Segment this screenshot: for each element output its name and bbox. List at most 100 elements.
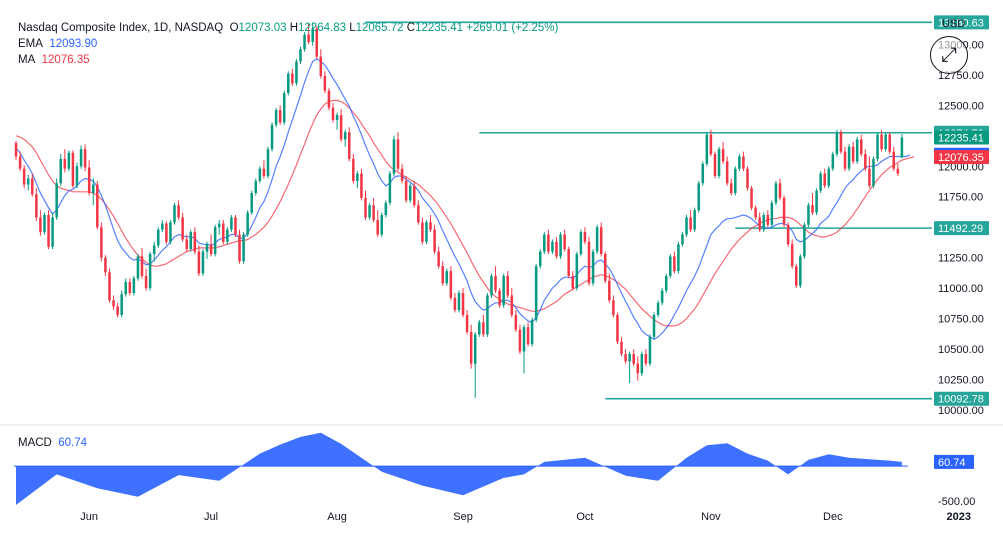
candle-body <box>510 295 514 315</box>
candle-body <box>75 166 79 186</box>
candle-body <box>896 168 900 174</box>
candle-body <box>63 158 67 169</box>
candle-body <box>851 146 855 162</box>
candle-body <box>197 251 201 274</box>
candle-body <box>811 205 814 213</box>
candle-body <box>165 223 168 242</box>
candle-body <box>193 232 197 252</box>
candle-body <box>457 293 461 311</box>
candle-body <box>156 229 160 246</box>
candle-body <box>100 227 103 258</box>
candle-body <box>59 158 62 184</box>
price-tag <box>934 15 989 30</box>
candle-body <box>819 173 822 191</box>
candle-body <box>770 202 774 225</box>
candle-body <box>307 34 310 42</box>
candle-body <box>632 353 635 364</box>
price-tag-label: 12235.41 <box>938 133 984 145</box>
candle-body <box>754 207 757 218</box>
candle-body <box>144 275 148 289</box>
candle-body <box>534 266 538 320</box>
candle-body <box>847 146 851 169</box>
price-tag <box>934 221 989 236</box>
candle-body <box>205 244 209 252</box>
candle-body <box>701 163 705 184</box>
candle-body <box>880 134 883 150</box>
candle-body <box>469 332 473 364</box>
candle-body <box>343 132 347 140</box>
candle-body <box>396 139 400 169</box>
candle-body <box>319 56 323 77</box>
candle-body <box>67 152 71 169</box>
macd-tag <box>934 454 974 469</box>
candle-body <box>445 271 449 284</box>
price-tag-label: 11492.29 <box>938 223 983 235</box>
candle-body <box>417 205 420 223</box>
candle-body <box>18 156 22 169</box>
candle-body <box>538 251 542 267</box>
expand-arrows-icon[interactable]: ⤢ <box>930 36 968 74</box>
candle-body <box>43 215 46 233</box>
candle-body <box>360 173 363 198</box>
candle-body <box>315 28 319 57</box>
candle-body <box>599 227 603 254</box>
candle-body <box>746 168 749 189</box>
candle-body <box>900 137 904 158</box>
candle-body <box>498 290 501 306</box>
candle-body <box>502 275 505 306</box>
candle-body <box>522 327 526 352</box>
candle-body <box>664 275 668 291</box>
ema-row: EMA 12093.90 <box>18 36 558 52</box>
candle-body <box>888 134 891 152</box>
open-label: O <box>229 22 239 34</box>
candle-body <box>421 222 424 242</box>
candle-body <box>116 306 119 315</box>
candle-body <box>624 353 627 362</box>
candle-body <box>230 217 233 230</box>
ma-line <box>15 99 915 327</box>
price-tag <box>934 149 989 164</box>
candle-body <box>181 217 184 240</box>
candle-body <box>677 244 680 272</box>
price-tag-label: 13180.63 <box>938 17 984 29</box>
candle-body <box>238 234 241 262</box>
candle-body <box>595 227 599 252</box>
candle-body <box>644 353 648 364</box>
candle-body <box>339 115 343 140</box>
candle-body <box>884 134 887 150</box>
candle-body <box>392 139 396 174</box>
candle-body <box>71 152 75 186</box>
candle-body <box>209 244 213 254</box>
candle-body <box>843 151 847 169</box>
candle-body <box>608 280 611 301</box>
candle-body <box>721 149 725 162</box>
candle-body <box>140 256 144 276</box>
low-value: 12065.72 <box>355 22 404 34</box>
candle-body <box>104 257 107 273</box>
candle-body <box>762 215 766 230</box>
candle-body <box>803 224 806 257</box>
candle-body <box>429 222 432 230</box>
candle-body <box>368 205 371 218</box>
candle-body <box>79 149 83 167</box>
candle-body <box>705 134 709 164</box>
candle-body <box>270 124 274 150</box>
candle-body <box>14 143 18 157</box>
candle-body <box>689 217 692 230</box>
candle-body <box>372 205 375 220</box>
candle-body <box>530 319 534 345</box>
candle-body <box>246 212 249 235</box>
candle-body <box>587 241 591 284</box>
candle-body <box>47 215 50 247</box>
x-tick-label: Dec <box>823 511 843 523</box>
candle-body <box>274 110 278 125</box>
high-value: 12264.83 <box>298 22 346 34</box>
candle-body <box>323 76 327 91</box>
candle-body <box>226 229 229 242</box>
candle-body <box>709 134 713 155</box>
close-label: C <box>406 22 416 34</box>
candle-body <box>148 254 152 289</box>
candle-body <box>713 154 717 176</box>
